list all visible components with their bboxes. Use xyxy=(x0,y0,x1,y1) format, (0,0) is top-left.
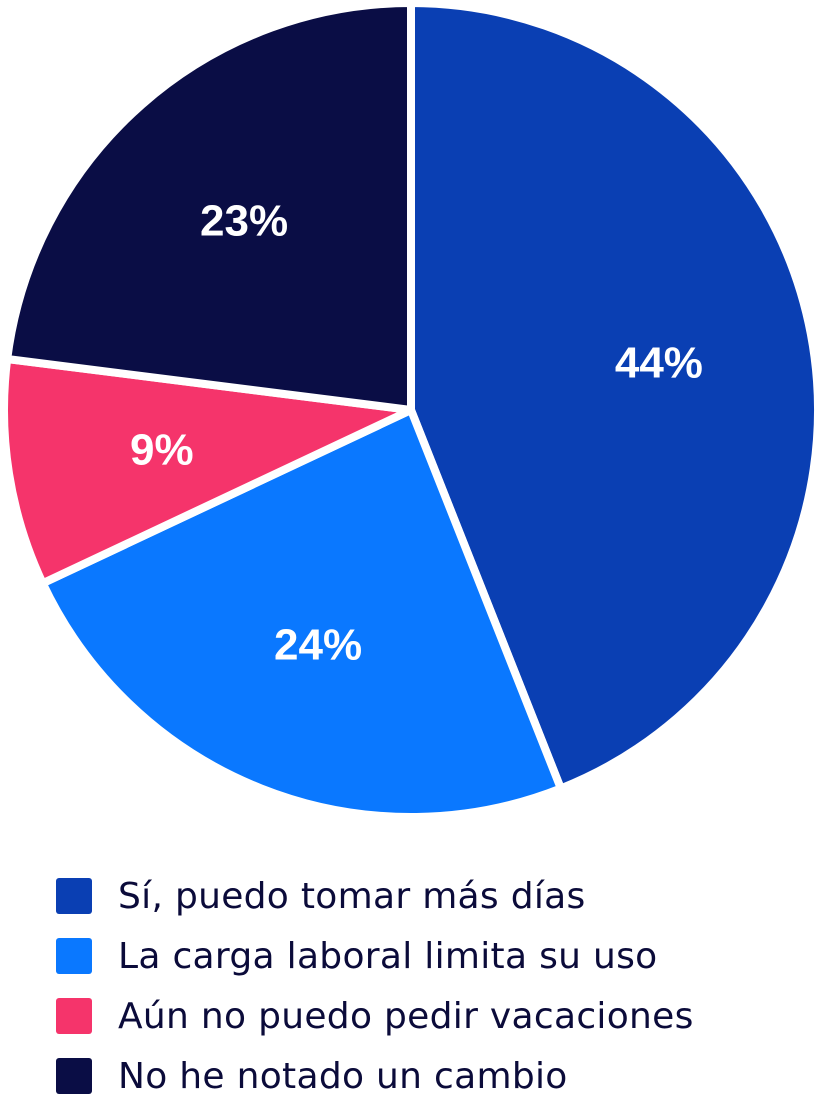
pie-slice-no-he-notado-un-cambio xyxy=(3,0,415,414)
legend-item-si-puedo-tomar-mas-dias: Sí, puedo tomar más días xyxy=(56,866,694,926)
legend-item-carga-laboral-limita: La carga laboral limita su uso xyxy=(56,926,694,986)
legend-label-carga-laboral-limita: La carga laboral limita su uso xyxy=(118,935,658,977)
legend-label-aun-no-puedo-pedir: Aún no puedo pedir vacaciones xyxy=(118,995,694,1037)
pie-value-labels: 44% 24% 9% 23% xyxy=(130,197,703,670)
pie-value-label-no-he-notado-un-cambio: 23% xyxy=(200,197,288,246)
pie-slices xyxy=(0,0,823,821)
pie-value-label-aun-no-puedo-pedir: 9% xyxy=(130,426,194,475)
pie-chart: 44% 24% 9% 23% xyxy=(0,0,823,821)
legend-swatch-no-he-notado-un-cambio xyxy=(56,1058,92,1094)
legend-swatch-aun-no-puedo-pedir xyxy=(56,998,92,1034)
legend-label-no-he-notado-un-cambio: No he notado un cambio xyxy=(118,1055,568,1097)
legend-item-aun-no-puedo-pedir: Aún no puedo pedir vacaciones xyxy=(56,986,694,1046)
pie-value-label-si-puedo-tomar-mas-dias: 44% xyxy=(615,339,703,388)
pie-slice-aun-no-puedo-pedir xyxy=(0,354,415,588)
legend-swatch-carga-laboral-limita xyxy=(56,938,92,974)
legend-label-si-puedo-tomar-mas-dias: Sí, puedo tomar más días xyxy=(118,875,586,917)
legend: Sí, puedo tomar más días La carga labora… xyxy=(56,866,694,1106)
pie-slice-si-puedo-tomar-mas-dias xyxy=(407,0,823,793)
legend-item-no-he-notado-un-cambio: No he notado un cambio xyxy=(56,1046,694,1106)
pie-value-label-carga-laboral-limita: 24% xyxy=(274,621,362,670)
legend-swatch-si-puedo-tomar-mas-dias xyxy=(56,878,92,914)
pie-slice-carga-laboral-limita xyxy=(38,406,565,821)
